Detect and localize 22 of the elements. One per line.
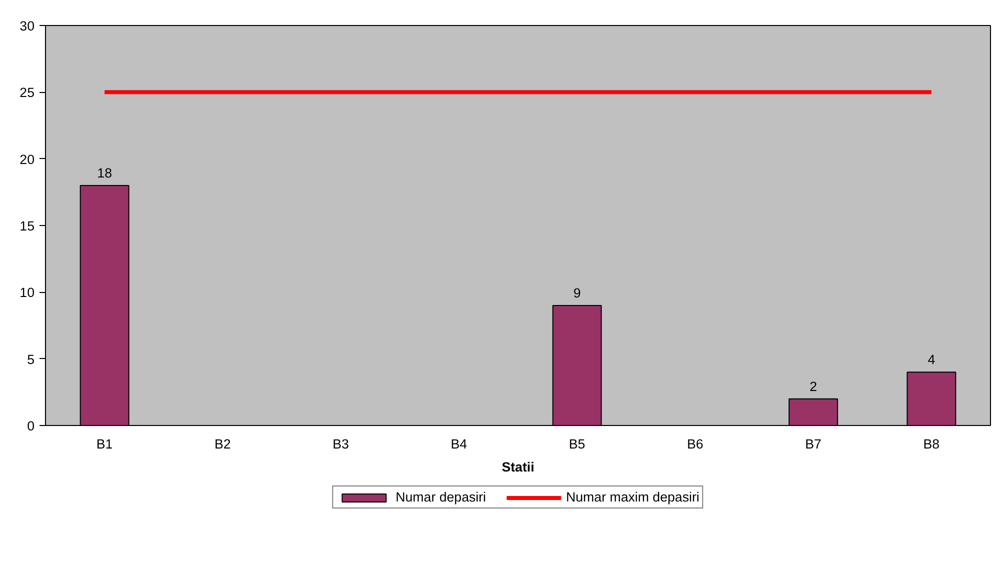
data-label: 2 xyxy=(810,378,818,394)
data-label: 4 xyxy=(928,352,936,368)
x-tick-label: B8 xyxy=(923,436,940,452)
y-tick-label: 10 xyxy=(20,285,35,300)
x-tick-label: B2 xyxy=(214,436,231,452)
legend-label: Numar depasiri xyxy=(396,490,486,504)
data-label: 18 xyxy=(97,166,112,180)
x-tick-label: B7 xyxy=(805,436,822,452)
y-tick-label: 30 xyxy=(20,18,35,34)
x-tick-label: B3 xyxy=(332,436,349,452)
y-tick-label: 0 xyxy=(27,418,35,434)
x-axis-title: Statii xyxy=(502,460,534,474)
x-tick-label: B6 xyxy=(687,436,704,452)
legend-label: Numar maxim depasiri xyxy=(566,490,700,504)
y-tick-label: 20 xyxy=(20,152,35,167)
x-tick-label: B1 xyxy=(96,436,113,452)
x-tick-label: B5 xyxy=(568,436,586,452)
y-tick-label: 5 xyxy=(27,352,35,367)
x-tick-label: B4 xyxy=(450,436,468,452)
data-label: 9 xyxy=(573,286,581,300)
y-tick-label: 15 xyxy=(20,218,35,234)
y-tick-label: 25 xyxy=(20,85,35,100)
